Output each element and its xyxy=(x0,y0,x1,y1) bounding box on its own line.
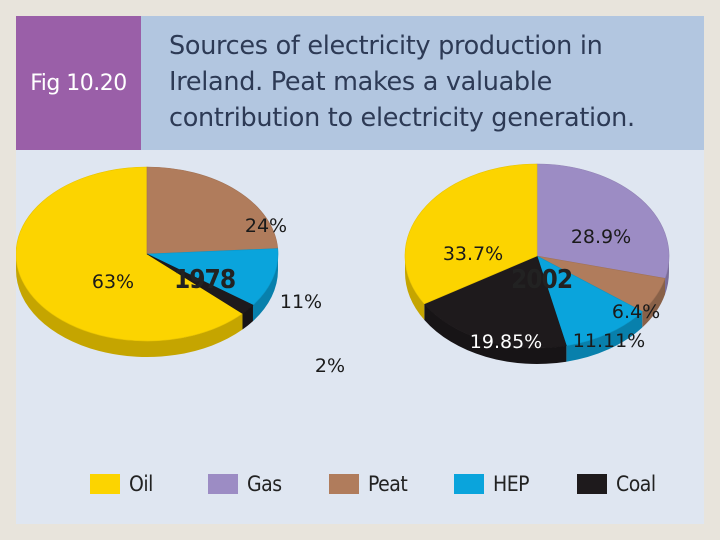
legend-label-hep: HEP xyxy=(493,472,530,496)
legend-item-hep: HEP xyxy=(454,472,530,496)
pie-title-1978: 1978 xyxy=(174,265,236,295)
legend-swatch-hep xyxy=(454,474,484,494)
legend-label-coal: Coal xyxy=(616,472,656,496)
legend-label-oil: Oil xyxy=(129,472,153,496)
side-wall-2002-gas xyxy=(665,256,670,295)
pie-title-2002: 2002 xyxy=(511,265,573,295)
side-wall-1978-hep xyxy=(252,254,278,322)
value-label-2002-hep: 11.11% xyxy=(573,330,645,352)
legend-swatch-oil xyxy=(90,474,120,494)
slice-1978-hep xyxy=(146,248,279,306)
side-wall-1978-oil xyxy=(16,254,243,357)
slice-1978-peat xyxy=(146,166,279,255)
legend-item-gas: Gas xyxy=(208,472,282,496)
figure-caption: Sources of electricity production in Ire… xyxy=(141,16,704,150)
legend-item-coal: Coal xyxy=(577,472,656,496)
legend-item-oil: Oil xyxy=(90,472,153,496)
slice-1978-coal xyxy=(146,253,254,314)
side-wall-2002-hep xyxy=(566,311,643,362)
side-wall-2002-oil xyxy=(405,256,425,320)
caption-line-3: contribution to electricity generation. xyxy=(169,103,635,133)
pie-chart-2002: 28.9% 6.4% 11.11% 19.85% 33.7% xyxy=(404,163,670,364)
legend: Oil Gas Peat HEP Coal xyxy=(16,472,704,502)
legend-swatch-peat xyxy=(329,474,359,494)
value-label-1978-peat: 24% xyxy=(245,215,287,237)
slice-2002-oil xyxy=(404,163,538,305)
figure-panel: Fig 10.20 Sources of electricity product… xyxy=(16,16,704,524)
slice-2002-hep xyxy=(536,255,643,347)
side-wall-2002-coal xyxy=(424,303,567,364)
value-label-2002-oil: 33.7% xyxy=(443,243,503,265)
slice-2002-coal xyxy=(423,255,567,349)
caption-line-2: Ireland. Peat makes a valuable xyxy=(169,67,552,97)
side-wall-1978-coal xyxy=(242,305,253,330)
value-label-2002-peat: 6.4% xyxy=(612,301,660,323)
legend-label-gas: Gas xyxy=(247,472,282,496)
value-label-1978-oil: 63% xyxy=(92,271,134,293)
value-label-1978-coal: 2% xyxy=(315,355,345,377)
caption-line-1: Sources of electricity production in xyxy=(169,31,603,61)
legend-swatch-gas xyxy=(208,474,238,494)
value-label-1978-hep: 11% xyxy=(280,291,322,313)
legend-label-peat: Peat xyxy=(368,472,408,496)
figure-number: Fig 10.20 xyxy=(16,16,141,150)
slice-1978-oil xyxy=(16,166,244,342)
value-label-2002-coal: 19.85% xyxy=(470,331,542,353)
slice-2002-gas xyxy=(536,163,670,279)
pie-charts: 63% 24% 11% 2% 28.9% 6.4% 11.11% 19.85% 33.7% xyxy=(16,163,670,377)
legend-item-peat: Peat xyxy=(329,472,408,496)
pie-chart-1978: 63% 24% 11% 2% xyxy=(16,166,345,377)
legend-swatch-coal xyxy=(577,474,607,494)
value-label-2002-gas: 28.9% xyxy=(571,226,631,248)
